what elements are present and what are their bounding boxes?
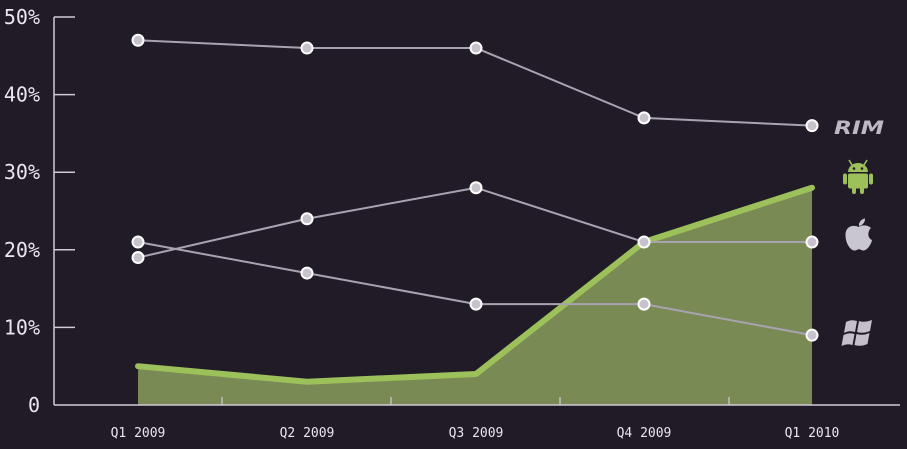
y-tick-label: 0: [28, 393, 40, 417]
axes-layer: [53, 17, 900, 406]
y-tick-label: 20%: [4, 238, 40, 262]
data-point: [300, 266, 314, 280]
rim-logo-text: RIM: [834, 117, 884, 139]
android-area-fill: [138, 187, 812, 405]
y-tick-label: 30%: [4, 160, 40, 184]
data-point: [637, 111, 651, 125]
x-tick-label: Q3 2009: [449, 426, 504, 441]
y-tick-label: 50%: [4, 5, 40, 29]
y-tick-label: 10%: [4, 315, 40, 339]
rim-logo: RIM: [834, 117, 884, 139]
data-point: [469, 41, 483, 55]
data-point: [805, 235, 819, 249]
apple-icon: [845, 218, 872, 251]
y-tick-label: 40%: [4, 83, 40, 107]
data-point: [300, 212, 314, 226]
data-point: [300, 41, 314, 55]
x-tick-label: Q1 2010: [785, 426, 840, 441]
data-point: [131, 33, 145, 47]
data-point: [469, 181, 483, 195]
area-layer: [138, 187, 812, 405]
windows-flag-icon: [841, 320, 872, 346]
data-point: [805, 328, 819, 342]
android-robot-icon: [843, 159, 873, 194]
data-point: [469, 297, 483, 311]
data-point: [637, 297, 651, 311]
points-layer: [131, 33, 819, 342]
x-tick-label: Q1 2009: [111, 426, 166, 441]
data-point: [805, 119, 819, 133]
data-point: [131, 251, 145, 265]
ticks-layer: 0 10% 20% 30% 40% 50% Q1 2009 Q2 2009 Q3 2009 Q4 …: [4, 5, 840, 441]
data-point: [637, 235, 651, 249]
x-tick-label: Q4 2009: [617, 426, 672, 441]
android-series-line: [135, 184, 815, 385]
data-point: [131, 235, 145, 249]
x-tick-label: Q2 2009: [280, 426, 335, 441]
